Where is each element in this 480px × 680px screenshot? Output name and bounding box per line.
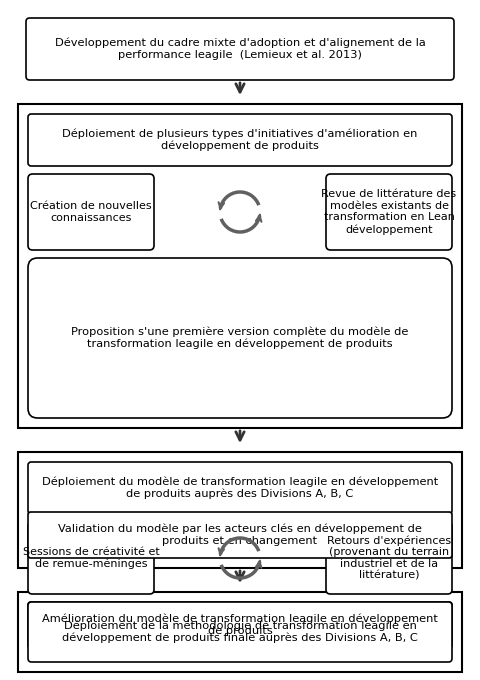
FancyBboxPatch shape (28, 512, 452, 558)
Text: Validation du modèle par les acteurs clés en développement de
produits et en cha: Validation du modèle par les acteurs clé… (58, 524, 422, 546)
FancyBboxPatch shape (26, 18, 454, 80)
FancyBboxPatch shape (28, 258, 452, 418)
FancyBboxPatch shape (28, 114, 452, 166)
Bar (18, 104, 462, 428)
Text: Déploiement de plusieurs types d'initiatives d'amélioration en
développement de : Déploiement de plusieurs types d'initiat… (62, 129, 418, 152)
Text: Développement du cadre mixte d'adoption et d'alignement de la
performance leagil: Développement du cadre mixte d'adoption … (55, 38, 425, 60)
Text: Création de nouvelles
connaissances: Création de nouvelles connaissances (30, 201, 152, 223)
FancyBboxPatch shape (28, 174, 154, 250)
Bar (18, 592, 462, 672)
Bar (18, 452, 462, 568)
Text: Revue de littérature des
modèles existants de
transformation en Lean
développeme: Revue de littérature des modèles existan… (322, 189, 456, 235)
FancyBboxPatch shape (28, 602, 452, 662)
FancyBboxPatch shape (28, 602, 452, 648)
FancyBboxPatch shape (28, 462, 452, 514)
FancyBboxPatch shape (28, 522, 154, 594)
Text: Proposition s'une première version complète du modèle de
transformation leagile : Proposition s'une première version compl… (72, 326, 408, 350)
Text: Déploiement de la méthodologie de transformation leagile en
développement de pro: Déploiement de la méthodologie de transf… (62, 621, 418, 643)
Text: Retours d'expériences
(provenant du terrain
industriel et de la
littérature): Retours d'expériences (provenant du terr… (327, 535, 451, 581)
FancyBboxPatch shape (326, 174, 452, 250)
Text: Déploiement du modèle de transformation leagile en développement
de produits aup: Déploiement du modèle de transformation … (42, 477, 438, 499)
Text: Sessions de créativité et
de remue-méninges: Sessions de créativité et de remue-ménin… (23, 547, 159, 569)
FancyBboxPatch shape (326, 522, 452, 594)
Text: Amélioration du modèle de transformation leagile en développement
de produits: Amélioration du modèle de transformation… (42, 614, 438, 636)
